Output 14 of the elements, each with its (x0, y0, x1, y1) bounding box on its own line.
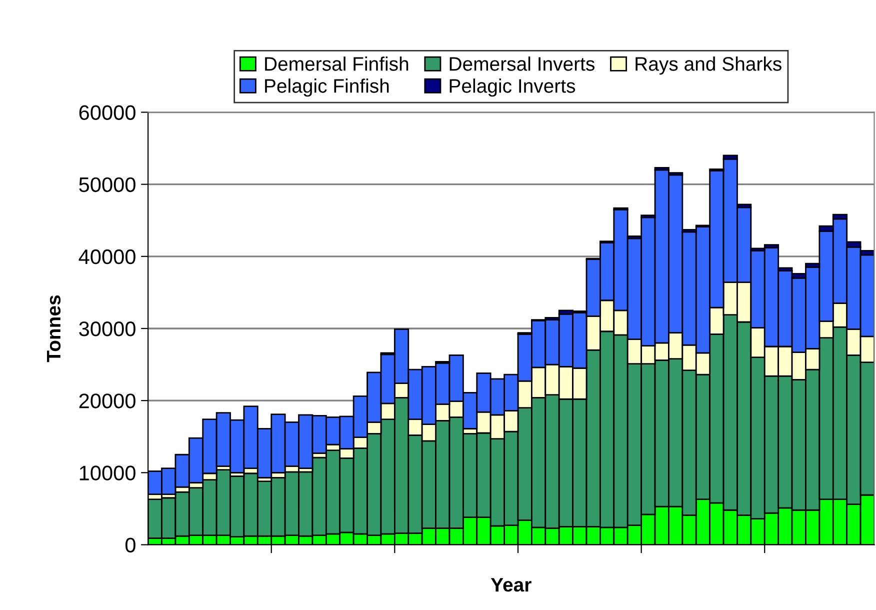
legend-label: Pelagic Finfish (265, 78, 389, 97)
y-tick-label: 20000 (79, 394, 136, 408)
legend-label: Rays and Sharks (636, 56, 782, 75)
y-tick-label: 30000 (79, 321, 136, 336)
legend-label: Demersal Finfish (265, 56, 408, 71)
x-axis-title: Year (490, 578, 532, 592)
y-tick-label: 60000 (79, 105, 136, 120)
y-tick-label: 0 (125, 538, 136, 552)
y-tick-label: 10000 (80, 466, 136, 480)
y-tick-label: 50000 (79, 177, 136, 192)
legend-label: Pelagic Inverts (450, 78, 576, 97)
y-tick-label: 40000 (78, 249, 136, 264)
y-axis-title: Tonnes (47, 295, 61, 362)
legend-label: Demersal Inverts (450, 56, 594, 71)
